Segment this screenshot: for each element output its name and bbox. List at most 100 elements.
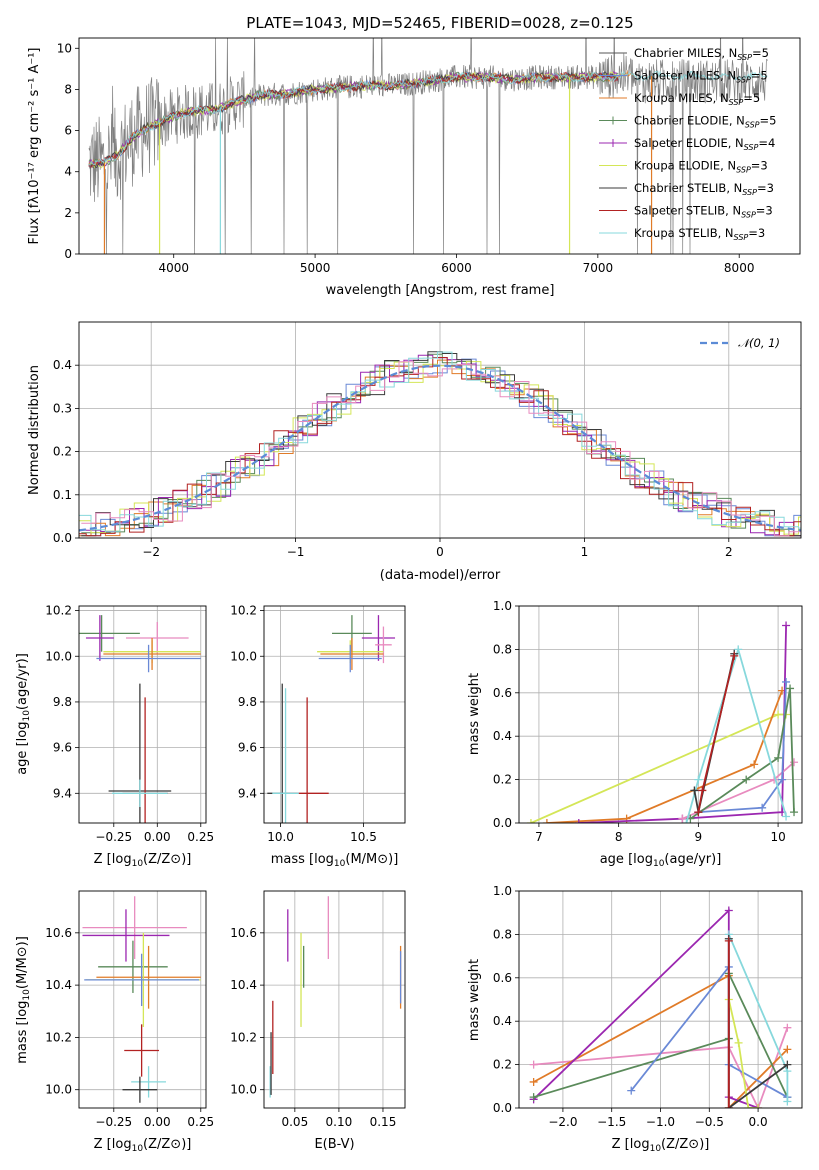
panel-4	[260, 606, 405, 827]
y-tick-label: 1.0	[493, 599, 512, 613]
y-tick-label: 10.2	[230, 1030, 257, 1044]
x-tick-label: −1.5	[597, 1115, 626, 1129]
x-tick-label: −2.0	[548, 1115, 577, 1129]
plot-area	[82, 896, 201, 1103]
axes-frame	[78, 321, 802, 539]
y-tick-label: 8	[64, 82, 72, 96]
y-tick-label: 0.0	[493, 816, 512, 830]
y-tick-label: 0.6	[493, 686, 512, 700]
x-axis-label: age [log10(age/yr)]	[600, 852, 722, 869]
y-tick-label: 10.4	[230, 978, 257, 992]
weight-marker	[783, 1023, 792, 1032]
weight-marker	[734, 645, 743, 654]
weight-marker	[724, 1104, 733, 1108]
y-tick-label: 0.8	[493, 642, 512, 656]
weight-marker	[774, 753, 783, 762]
histogram-series	[81, 361, 801, 537]
y-tick-label: 1.0	[493, 884, 512, 898]
y-tick-label: 10.6	[230, 926, 257, 940]
weight-line	[698, 681, 787, 813]
y-tick-label: 0.6	[493, 971, 512, 985]
y-tick-label: 9.6	[238, 741, 257, 755]
x-axis-label: Z [log10(Z/Z⊙)]	[94, 852, 192, 869]
weight-marker	[529, 1093, 538, 1102]
plot-area	[79, 351, 801, 537]
weight-marker	[754, 1104, 763, 1108]
x-tick-label: 4000	[158, 261, 189, 275]
y-tick-label: 0.4	[493, 729, 512, 743]
x-tick-label: −2	[142, 545, 160, 559]
y-axis-label: mass weight	[467, 673, 482, 755]
weight-marker	[724, 936, 733, 945]
plot-area	[88, 38, 768, 254]
x-tick-label: 10.0	[267, 830, 294, 844]
weight-marker	[730, 651, 739, 660]
weight-marker	[790, 758, 799, 767]
weight-marker	[627, 1086, 636, 1095]
weight-marker	[694, 775, 703, 784]
legend-entry: Salpeter STELIB, NSSP=3	[634, 204, 773, 220]
x-tick-label: 0.05	[281, 1115, 308, 1129]
legend-entry: Salpeter ELODIE, NSSP=4	[634, 136, 775, 152]
y-tick-label: 0.4	[493, 1014, 512, 1028]
x-tick-label: 0.10	[326, 1115, 353, 1129]
y-axis-label: Flux [fλ10⁻¹⁷ erg cm⁻² s⁻¹ A⁻¹]	[27, 48, 42, 245]
x-axis-label: mass [log10(M/M⊙)]	[271, 852, 399, 869]
x-tick-label: −1.0	[646, 1115, 675, 1129]
y-tick-label: 10.0	[230, 649, 257, 663]
axes-frame	[78, 605, 207, 824]
weight-marker	[782, 812, 791, 821]
weight-marker	[698, 786, 707, 795]
chart-title: PLATE=1043, MJD=52465, FIBERID=0028, z=0…	[246, 14, 633, 32]
y-tick-label: 9.8	[238, 695, 257, 709]
x-axis-label: (data-model)/error	[380, 568, 501, 583]
weight-marker	[790, 808, 799, 817]
weight-marker	[783, 1045, 792, 1054]
y-tick-label: 0.8	[493, 927, 512, 941]
y-tick-label: 10.6	[45, 926, 72, 940]
panel-1	[75, 47, 740, 258]
panel-7	[260, 891, 405, 1112]
y-tick-label: 10.2	[45, 1030, 72, 1044]
legend-entry: Chabrier MILES, NSSP=5	[634, 46, 769, 62]
weight-marker	[774, 710, 783, 719]
x-tick-label: 2	[725, 545, 733, 559]
x-tick-label: 8000	[724, 261, 755, 275]
legend-entry: Chabrier ELODIE, NSSP=5	[634, 114, 776, 130]
weight-marker	[724, 906, 733, 915]
x-tick-label: −1	[287, 545, 305, 559]
weight-marker	[734, 1038, 743, 1047]
axes-frame	[518, 890, 803, 1109]
legend-entry: Kroupa ELODIE, NSSP=3	[634, 159, 768, 175]
plot-area	[526, 621, 799, 823]
weight-marker	[783, 1097, 792, 1106]
x-tick-label: 1	[581, 545, 589, 559]
y-tick-label: 9.8	[53, 695, 72, 709]
x-axis-label: wavelength [Angstrom, rest frame]	[326, 283, 555, 298]
histogram-series	[81, 353, 801, 537]
legend-entry: Salpeter MILES, NSSP=5	[634, 69, 768, 85]
y-tick-label: 0.0	[493, 1101, 512, 1115]
y-tick-label: 4	[64, 165, 72, 179]
histogram-series	[79, 351, 801, 532]
x-tick-label: 0.25	[187, 830, 214, 844]
x-tick-label: −0.25	[95, 1115, 132, 1129]
y-tick-label: 10.2	[45, 604, 72, 618]
x-tick-label: −0.5	[695, 1115, 724, 1129]
y-tick-label: 0.2	[493, 773, 512, 787]
weight-marker	[529, 1060, 538, 1069]
weight-line	[546, 690, 783, 823]
plot-area	[79, 615, 201, 823]
y-tick-label: 10.4	[45, 978, 72, 992]
legend-entry: 𝒩(0, 1)	[738, 336, 780, 350]
weight-marker	[682, 819, 691, 823]
plot-area	[529, 906, 792, 1108]
weight-marker	[782, 621, 791, 630]
x-tick-label: −0.25	[95, 830, 132, 844]
weight-marker	[742, 775, 751, 784]
weight-marker	[574, 819, 583, 823]
y-axis-label: age [log10(age/yr)]	[15, 653, 32, 775]
axes-frame	[263, 890, 406, 1109]
